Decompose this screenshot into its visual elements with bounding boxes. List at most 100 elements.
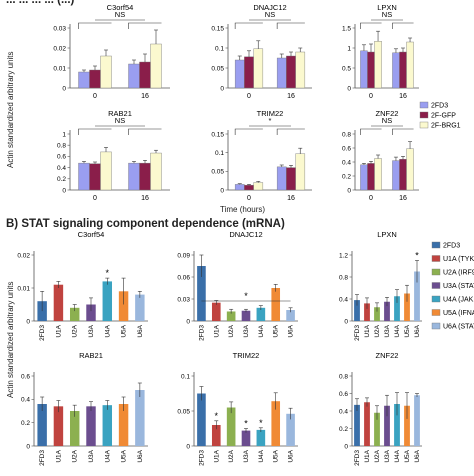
b-lpxn-xtick-label-3: U3A [384,324,391,337]
b-znf22-bar-6 [414,395,420,446]
a-rab21-bar-0-0 [78,162,90,191]
b-dnajc12-bar-3 [241,310,251,321]
b-znf22-bar-1 [364,402,370,446]
a-dnajc12-bar-0-2 [253,48,264,89]
b-znf22-ytick-label-2: 0.4 [339,408,348,415]
b-dnajc12-xtick-label-3: U3A [243,324,250,337]
b-dnajc12-xtick-label-5: U5A [273,324,280,337]
a-dnajc12-bracket-1 [276,22,305,29]
section-a-title-fragment: ... ... ... ... (...) [6,0,75,6]
legend-a-label-0: 2FD3 [431,103,448,110]
legend-b-swatch-0 [431,241,441,249]
a-c3orf54-bar-16-2 [150,43,162,89]
legend-b-label-1: U1A (TYK2) [443,256,474,263]
a-znf22-xtick-label-0: 0 [369,195,373,202]
a-c3orf54-title: C3orf54 [107,3,134,12]
a-lpxn-annotation: NS [382,10,392,19]
a-trim22-bracket-1 [276,128,305,135]
a-dnajc12-bracket-0 [234,22,263,29]
b-znf22-xtick-label-6: U6A [414,449,421,462]
a-rab21-xtick-label-1: 16 [141,195,149,202]
a-znf22-bar-16-0 [392,160,400,191]
b-rab21-ytick-label-0: 0 [26,443,30,450]
b-rab21-bar-2 [69,411,80,446]
a-dnajc12-xtick-label-1: 16 [287,93,295,100]
b-c3orf54-xtick-label-6: U6A [137,324,144,337]
legend-a-swatch-0 [419,101,429,109]
panel-a-xlabel: Time (hours) [220,205,266,214]
a-znf22-xtick-label-1: 16 [399,195,407,202]
b-lpxn-xtick-label-6: U6A [414,324,421,337]
b-c3orf54-xtick-label-2: U2A [72,324,79,337]
b-lpxn-ytick-label-2: 0.8 [339,274,348,281]
a-lpxn-ytick-label-0: 0 [347,85,351,92]
b-lpxn-xtick-label-1: U1A [364,324,371,337]
a-znf22-bar-16-1 [399,158,407,191]
b-lpxn-ytick-label-1: 0.4 [339,296,348,303]
a-c3orf54-bar-16-0 [128,63,140,89]
b-dnajc12-annotation: * [244,291,248,301]
a-dnajc12-ytick-label-2: 0.1 [215,45,224,52]
a-c3orf54-ytick-label-2: 0.02 [53,45,66,52]
a-trim22-bar-0-1 [244,184,254,191]
a-c3orf54-bracket-1 [128,22,162,29]
a-c3orf54-annotation: NS [115,10,125,19]
a-lpxn-ytick-label-1: 0.5 [342,65,351,72]
b-lpxn-bar-2 [374,307,380,321]
a-c3orf54-ytick-label-3: 0.03 [53,25,66,32]
b-znf22-bar-5 [404,405,410,446]
b-znf22-ytick-label-4: 0.8 [339,373,348,380]
b-trim22-title: TRIM22 [233,351,260,360]
legend-b-swatch-6 [431,322,441,330]
b-rab21-bar-5 [118,404,129,446]
b-c3orf54-ytick-label-0: 0 [26,318,30,325]
b-c3orf54-bar-3 [86,304,96,321]
b-rab21-xtick-label-6: U6A [137,449,144,462]
b-dnajc12-bar-1 [211,302,221,321]
b-trim22-bar-4 [256,429,266,446]
b-lpxn-bar-0 [354,300,360,321]
b-c3orf54-xtick-label-5: U5A [121,324,128,337]
b-znf22-ytick-label-1: 0.2 [339,426,348,433]
b-c3orf54-title: C3orf54 [78,230,105,239]
a-dnajc12-title: DNAJC12 [253,3,286,12]
a-lpxn-xtick-label-1: 16 [399,93,407,100]
b-c3orf54-xtick-label-0: 2FD3 [39,325,46,341]
b-znf22-ytick-label-0: 0 [344,443,348,450]
section-b-title: B) STAT signaling component dependence (… [6,218,285,230]
a-lpxn-bar-0-1 [367,51,375,89]
legend-b-swatch-1 [431,255,441,262]
b-c3orf54-bar-1 [53,284,64,321]
legend-b-label-5: U5A (IFNAR2) [443,310,474,317]
b-trim22-xtick-label-2: U2A [228,449,235,462]
a-znf22-title: ZNF22 [376,109,399,118]
a-c3orf54-ytick-label-0: 0 [62,85,66,92]
a-znf22-bracket-1 [392,128,414,135]
a-c3orf54-bar-0-0 [78,71,90,89]
b-rab21-xtick-label-1: U1A [55,449,62,462]
b-znf22-bar-2 [374,412,380,446]
a-c3orf54-xtick-label-1: 16 [141,93,149,100]
a-znf22-bar-0-2 [374,158,382,191]
a-rab21-bracket-0 [78,128,112,135]
a-lpxn-bracket-1 [392,22,414,29]
a-c3orf54-bar-16-1 [139,61,151,89]
b-lpxn-xtick-label-4: U4A [394,324,401,337]
legend-a-swatch-2 [419,121,429,129]
b-rab21-ytick-label-3: 0.6 [21,373,30,380]
a-znf22-ytick-label-4: 0.8 [342,131,351,138]
a-dnajc12-ytick-label-3: 0.15 [211,25,224,32]
a-trim22-ytick-label-0: 0 [220,187,224,194]
legend-a-label-2: 2F-BRG1 [431,123,461,130]
a-lpxn-bar-16-2 [406,41,414,89]
a-lpxn-bracket-0 [360,22,382,29]
a-lpxn-bar-0-0 [360,50,368,89]
a-rab21-bar-0-1 [89,163,101,191]
b-trim22-xtick-label-5: U5A [273,449,280,462]
b-dnajc12-ytick-label-0: 0 [186,318,190,325]
b-znf22-xtick-label-2: U2A [374,449,381,462]
a-trim22-title: TRIM22 [257,109,284,118]
b-c3orf54-bar-6 [135,294,145,321]
b-trim22-ytick-label-1: 0.05 [177,408,190,415]
